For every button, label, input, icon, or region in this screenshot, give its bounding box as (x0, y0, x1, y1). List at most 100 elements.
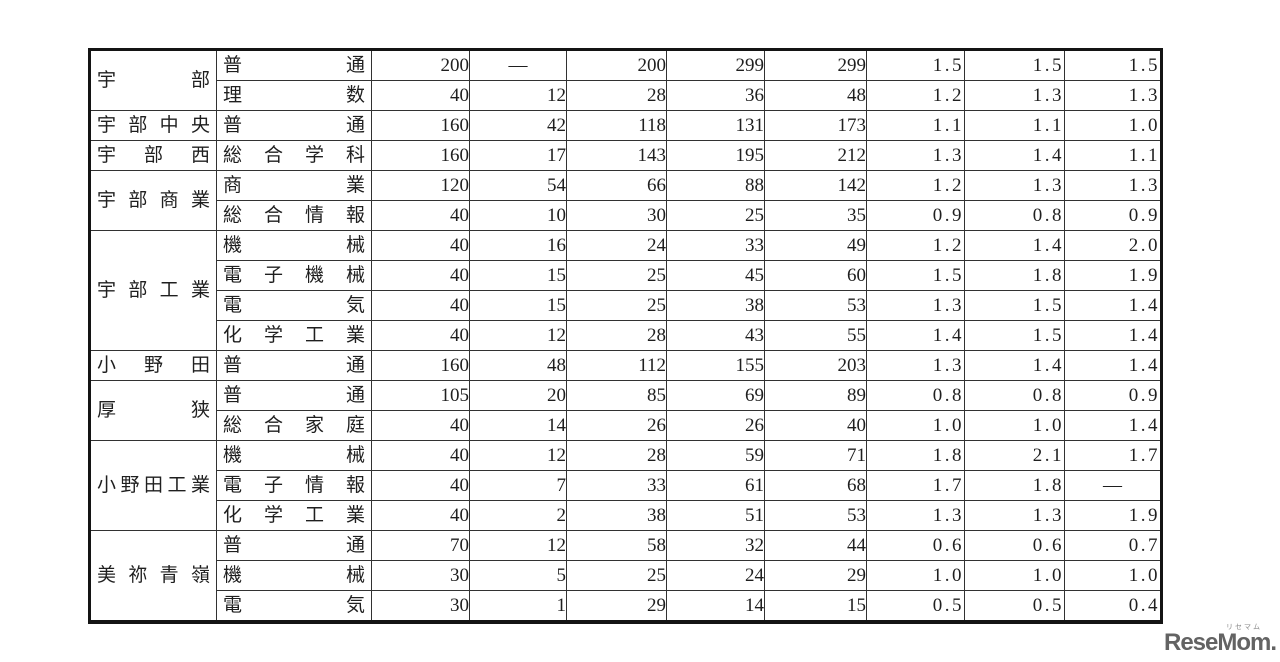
department-name-cell: 電気 (216, 590, 372, 623)
value-cell: 203 (764, 350, 867, 381)
value-cell: 1.4 (1064, 350, 1162, 381)
table-row: 総合家庭 40 14 26 26 40 1.0 1.0 1.4 (90, 410, 1162, 441)
school-name-cell: 宇部西 (89, 140, 217, 171)
value-cell: 38 (566, 500, 667, 531)
value-cell: 1.1 (964, 110, 1065, 141)
resemom-logo: リセマム ReseMom. (1164, 624, 1277, 658)
value-cell: 1.5 (866, 49, 965, 81)
school-name-cell: 小野田 (89, 350, 217, 381)
value-cell: 173 (764, 110, 867, 141)
value-cell: 48 (469, 350, 567, 381)
value-cell: 1.8 (964, 470, 1065, 501)
value-cell: 10 (469, 200, 567, 231)
value-cell: 1.4 (1064, 290, 1162, 321)
value-cell: 15 (764, 590, 867, 623)
value-cell: 0.6 (964, 530, 1065, 561)
value-cell: 40 (371, 440, 470, 471)
value-cell: 143 (566, 140, 667, 171)
value-cell: 1.0 (1064, 110, 1162, 141)
value-cell: 1.3 (866, 290, 965, 321)
value-cell: 299 (764, 49, 867, 81)
value-cell: 7 (469, 470, 567, 501)
value-cell: 25 (566, 560, 667, 591)
table-row: 小野田工業機械 40 12 28 59 71 1.8 2.1 1.7 (89, 440, 1162, 531)
value-cell: 68 (764, 470, 867, 501)
value-cell: 85 (566, 380, 667, 411)
value-cell: 40 (371, 470, 470, 501)
value-cell: 1.4 (1064, 410, 1162, 441)
value-cell: 1.2 (866, 230, 965, 261)
value-cell: 42 (469, 110, 567, 141)
value-cell: 20 (469, 380, 567, 411)
value-cell: 28 (566, 80, 667, 111)
department-name-cell: 総合学科 (216, 140, 372, 171)
value-cell: 1.1 (1064, 140, 1162, 171)
school-name-cell: 宇部商業 (89, 170, 217, 231)
value-cell: 15 (469, 290, 567, 321)
table-row: 厚狭普通 105 20 85 69 89 0.8 0.8 0.9 (89, 380, 1162, 441)
value-cell: 40 (371, 200, 470, 231)
value-cell: 299 (666, 49, 765, 81)
table-row: 宇部西総合学科 160 17 143 195 212 1.3 1.4 1.1 (89, 140, 1162, 171)
value-cell: 40 (764, 410, 867, 441)
value-cell: 24 (566, 230, 667, 261)
value-cell: 1.9 (1064, 260, 1162, 291)
table-row: 化学工業 40 12 28 43 55 1.4 1.5 1.4 (90, 320, 1162, 351)
table-row: 小野田普通 160 48 112 155 203 1.3 1.4 1.4 (89, 350, 1162, 381)
department-name-cell: 化学工業 (216, 320, 372, 351)
value-cell: 71 (764, 440, 867, 471)
value-cell: 54 (469, 170, 567, 201)
value-cell: 48 (764, 80, 867, 111)
value-cell: 40 (371, 290, 470, 321)
department-name-cell: 機械 (216, 560, 372, 591)
value-cell: 49 (764, 230, 867, 261)
value-cell: 1.5 (964, 290, 1065, 321)
value-cell: 1.7 (866, 470, 965, 501)
value-cell: 0.9 (1064, 200, 1162, 231)
value-cell: 66 (566, 170, 667, 201)
value-cell: 1.0 (1064, 560, 1162, 591)
value-cell: 26 (566, 410, 667, 441)
value-cell: 0.8 (866, 380, 965, 411)
department-name-cell: 普通 (216, 49, 372, 81)
table-row: 電子機械 40 15 25 45 60 1.5 1.8 1.9 (90, 260, 1162, 291)
value-cell: 24 (666, 560, 765, 591)
value-cell: 12 (469, 530, 567, 561)
value-cell: 1.0 (866, 560, 965, 591)
value-cell: 1.4 (964, 350, 1065, 381)
value-cell: 55 (764, 320, 867, 351)
value-cell: 45 (666, 260, 765, 291)
value-cell: 160 (371, 350, 470, 381)
value-cell: 32 (666, 530, 765, 561)
table-row: 総合情報 40 10 30 25 35 0.9 0.8 0.9 (90, 200, 1162, 231)
value-cell: 1.0 (964, 560, 1065, 591)
value-cell: 142 (764, 170, 867, 201)
school-name-cell: 美祢青嶺 (89, 530, 217, 623)
table-row: 電気 40 15 25 38 53 1.3 1.5 1.4 (90, 290, 1162, 321)
value-cell: 25 (566, 260, 667, 291)
value-cell: 0.8 (964, 380, 1065, 411)
department-name-cell: 普通 (216, 350, 372, 381)
value-cell: 61 (666, 470, 765, 501)
value-cell: 0.5 (964, 590, 1065, 623)
value-cell: 29 (566, 590, 667, 623)
value-cell: 1.5 (964, 49, 1065, 81)
value-cell: 1.0 (964, 410, 1065, 441)
value-cell: 53 (764, 500, 867, 531)
department-name-cell: 商業 (216, 170, 372, 201)
value-cell: 1.4 (1064, 320, 1162, 351)
value-cell: 1.8 (964, 260, 1065, 291)
value-cell: 1.5 (866, 260, 965, 291)
value-cell: 70 (371, 530, 470, 561)
value-cell: 1.5 (964, 320, 1065, 351)
value-cell: 212 (764, 140, 867, 171)
value-cell: 40 (371, 410, 470, 441)
value-cell: 28 (566, 440, 667, 471)
value-cell: 60 (764, 260, 867, 291)
value-cell: 112 (566, 350, 667, 381)
department-name-cell: 電子機械 (216, 260, 372, 291)
value-cell: 1 (469, 590, 567, 623)
value-cell: 0.8 (964, 200, 1065, 231)
admission-results-table: 宇部普通 200 ― 200 299 299 1.5 1.5 1.5 理数 40 12 28 36 48 1.… (88, 48, 1163, 624)
